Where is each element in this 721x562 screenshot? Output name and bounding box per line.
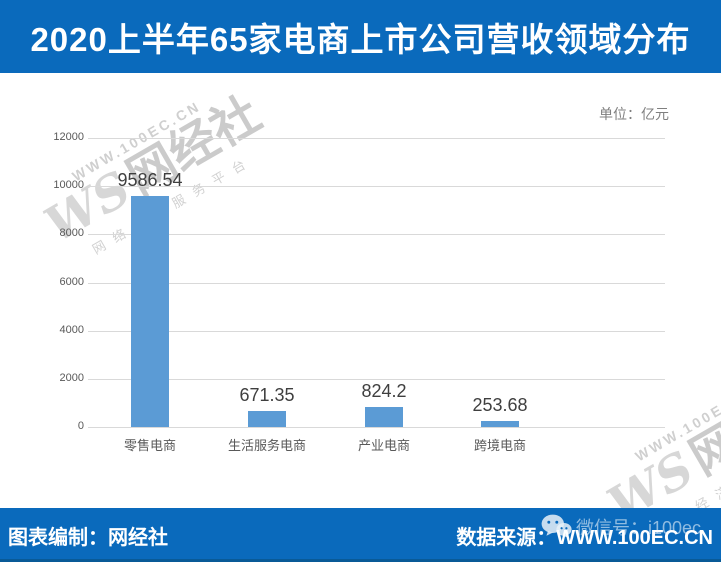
wechat-id: 微信号：i100ec: [575, 518, 701, 538]
gridline-10000: [100, 186, 665, 188]
wechat-overlay: 微信号：i100ec: [540, 510, 701, 544]
wechat-icon: [541, 514, 572, 539]
footer-bar: 图表编制：网经社 数据来源：WWW.100EC.CN 微信号：i100ec: [0, 508, 721, 562]
gridline-6000: [100, 282, 665, 284]
bar-零售电商: [131, 196, 169, 427]
bar-chart: 0 2000 4000 6000 8000 10000 12000 9586.54 零售电商 67…: [0, 73, 721, 508]
value-label-零售电商: 9586.54: [117, 170, 183, 191]
chart-credit: 图表编制：网经社: [8, 527, 168, 549]
ytick-label-10000: 10000: [53, 179, 84, 192]
value-label-产业电商: 824.2: [361, 381, 407, 402]
ytick-mark-4000: [88, 330, 100, 332]
ytick-label-12000: 12000: [53, 131, 84, 143]
ytick-label-0: 0: [77, 420, 84, 432]
ytick-label-2000: 2000: [59, 371, 84, 384]
category-label-零售电商: 零售电商: [123, 438, 176, 453]
bar-产业电商: [365, 407, 403, 427]
ytick-label-6000: 6000: [59, 275, 84, 288]
bar-生活服务电商: [248, 410, 286, 427]
ytick-label-4000: 4000: [59, 323, 84, 336]
gridline-4000: [100, 330, 665, 332]
value-label-跨境电商: 253.68: [472, 394, 528, 415]
ytick-mark-6000: [88, 282, 100, 284]
ytick-mark-10000: [88, 186, 100, 188]
bar-跨境电商: [481, 420, 519, 427]
gridline-12000: [100, 138, 665, 139]
gridline-0: [100, 427, 665, 428]
data-source: 数据来源：WWW.100EC.CN: [456, 527, 713, 549]
unit-label: 单位：亿元: [599, 106, 669, 122]
ytick-label-8000: 8000: [59, 227, 84, 240]
category-label-生活服务电商: 生活服务电商: [227, 438, 306, 453]
page-title: 2020上半年65家电商上市公司营收领域分布: [30, 20, 691, 58]
ytick-mark-12000: [88, 138, 100, 139]
value-label-生活服务电商: 671.35: [239, 384, 295, 405]
gridline-2000: [100, 378, 665, 380]
category-label-产业电商: 产业电商: [357, 438, 410, 453]
ytick-mark-2000: [88, 378, 100, 380]
gridline-8000: [100, 234, 665, 236]
category-label-跨境电商: 跨境电商: [473, 438, 526, 453]
header-bar: 2020上半年65家电商上市公司营收领域分布: [0, 0, 721, 73]
ytick-mark-0: [88, 427, 100, 428]
ytick-mark-8000: [88, 234, 100, 236]
